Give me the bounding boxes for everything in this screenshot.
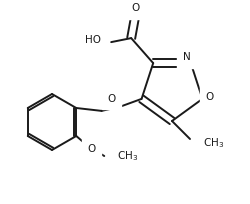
- Text: CH$_3$: CH$_3$: [203, 136, 224, 150]
- Text: N: N: [183, 52, 191, 62]
- Text: HO: HO: [85, 35, 101, 45]
- Text: O: O: [205, 92, 214, 102]
- Text: CH$_3$: CH$_3$: [117, 149, 139, 163]
- Text: O: O: [87, 144, 95, 154]
- Text: O: O: [108, 94, 116, 104]
- Text: O: O: [131, 3, 139, 13]
